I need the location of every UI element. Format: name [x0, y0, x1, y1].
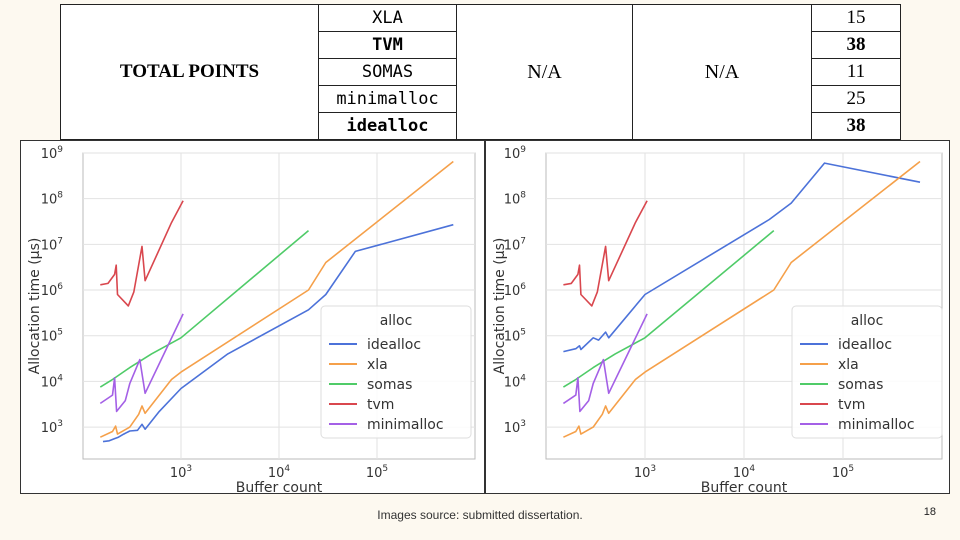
alg-name-minimalloc: minimalloc [318, 85, 457, 113]
y-tick-label: 104 [504, 373, 527, 390]
x-axis-label: Buffer count [701, 480, 788, 493]
score-xla: 15 [811, 4, 901, 32]
y-tick-label: 103 [41, 419, 63, 436]
legend-label-minimalloc: minimalloc [838, 417, 915, 433]
series-line-minimalloc [99, 313, 184, 413]
alg-name-xla: XLA [318, 4, 457, 32]
page-number: 18 [923, 506, 936, 518]
x-tick-label: 104 [733, 464, 756, 481]
legend-box [320, 305, 472, 439]
x-tick-label: 104 [268, 464, 291, 481]
left-chart-panel: 103 104 105 103 104 105 106 107 108 109 Buffer cou… [20, 140, 485, 494]
series-line-tvm [563, 200, 648, 307]
legend-label-xla: xla [367, 357, 388, 373]
y-axis-label: Allocation time (μs) [492, 238, 508, 375]
alg-name-idealloc: idealloc [318, 112, 457, 140]
y-tick-label: 109 [504, 145, 527, 162]
legend-box [791, 305, 943, 439]
image-source-footnote: Images source: submitted dissertation. [377, 508, 583, 522]
y-tick-label: 106 [41, 282, 64, 299]
legend-label-idealloc: idealloc [367, 337, 421, 353]
series-line-xla [563, 160, 921, 438]
legend-label-xla: xla [838, 357, 859, 373]
y-tick-label: 107 [41, 236, 63, 253]
x-tick-label: 103 [170, 464, 192, 481]
legend-title: alloc [380, 313, 413, 329]
total-points-label: TOTAL POINTS [60, 4, 319, 140]
y-axis-label: Allocation time (μs) [27, 238, 43, 375]
alg-name-somas: SOMAS [318, 58, 457, 86]
legend-label-tvm: tvm [838, 397, 865, 413]
alg-name-tvm: TVM [318, 31, 457, 59]
y-tick-label: 104 [41, 373, 64, 390]
na-cell-right: N/A [632, 4, 812, 140]
legend-label-somas: somas [838, 377, 883, 393]
series-line-idealloc [102, 223, 454, 443]
series-line-tvm [100, 200, 184, 307]
x-axis-label: Buffer count [236, 480, 323, 493]
y-tick-label: 108 [41, 191, 64, 208]
x-tick-label: 103 [634, 464, 656, 481]
legend-label-tvm: tvm [367, 397, 394, 413]
right-chart-panel: 103 104 105 103 104 105 106 107 108 109 Buffer cou… [485, 140, 950, 494]
legend-label-minimalloc: minimalloc [367, 417, 444, 433]
y-tick-label: 108 [504, 191, 527, 208]
score-minimalloc: 25 [811, 85, 901, 113]
series-line-idealloc [563, 162, 921, 353]
score-idealloc: 38 [811, 112, 901, 140]
y-tick-label: 105 [41, 328, 63, 345]
legend-title: alloc [851, 313, 884, 329]
series-line-minimalloc [562, 313, 648, 413]
legend-label-somas: somas [367, 377, 412, 393]
total-points-table: TOTAL POINTS XLA N/A N/A 15 TVM 38 SOMAS… [60, 4, 901, 140]
left-chart: 103 104 105 103 104 105 106 107 108 109 Buffer cou… [27, 145, 476, 493]
x-tick-label: 105 [366, 464, 388, 481]
na-cell-left: N/A [456, 4, 633, 140]
score-somas: 11 [811, 58, 901, 86]
score-tvm: 38 [811, 31, 901, 59]
y-tick-label: 109 [41, 145, 64, 162]
x-tick-label: 105 [832, 464, 854, 481]
y-tick-label: 103 [504, 419, 526, 436]
series-line-xla [99, 160, 454, 438]
legend-label-idealloc: idealloc [838, 337, 892, 353]
